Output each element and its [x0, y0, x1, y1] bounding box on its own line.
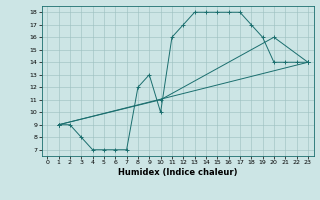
X-axis label: Humidex (Indice chaleur): Humidex (Indice chaleur) — [118, 168, 237, 177]
